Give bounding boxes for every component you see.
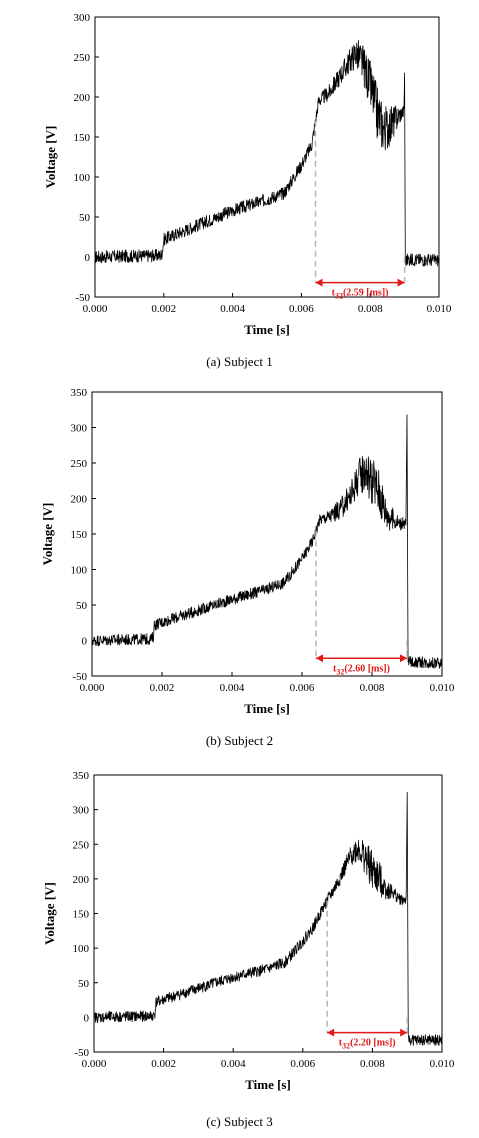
c2-y-tick-label: 250 (71, 458, 88, 470)
c2-x-tick-label: 0.010 (430, 682, 455, 694)
c3-x-tick-label: 0.002 (151, 1058, 176, 1070)
c1-y-tick-label: 50 (79, 212, 91, 224)
c2-y-tick-label: -50 (72, 671, 87, 683)
c2-x-tick-label: 0.002 (150, 682, 175, 694)
c3-y-tick-label: 150 (73, 909, 90, 921)
c3-plot-frame (93, 774, 443, 1053)
c2-x-tick-label: 0.004 (220, 682, 245, 694)
c1-x-tick-label: 0.000 (83, 303, 108, 315)
c1-arrow-head-left (315, 278, 323, 287)
c1-x-tick-label: 0.002 (151, 303, 176, 315)
c3-x-axis-label: Time [s] (245, 1077, 291, 1092)
voltage-chart-subject-3: -50 0 50 100 150 200 250 300 350 0.000 0.002 0.004 0… (42, 770, 455, 1092)
c3-x-tick-label: 0.006 (290, 1058, 315, 1070)
c3-x-tick-label: 0.008 (360, 1058, 385, 1070)
chart-caption-subject-1: (a) Subject 1 (206, 354, 273, 369)
c3-y-tick-label: 350 (73, 770, 90, 782)
c3-y-tick-label: 300 (73, 805, 90, 817)
chart-caption-subject-3: (c) Subject 3 (206, 1114, 273, 1129)
voltage-chart-subject-1: -50 0 50 100 150 200 250 300 0.000 0.002 0.004 0.00… (43, 12, 452, 337)
c2-x-tick-label: 0.000 (80, 682, 105, 694)
c2-y-tick-label: 100 (71, 565, 88, 577)
c3-y-tick-label: 100 (73, 943, 90, 955)
c2-y-tick-label: 50 (76, 600, 88, 612)
c1-y-tick-label: 100 (74, 172, 91, 184)
c3-arrow-head-right (400, 1028, 408, 1037)
c3-arrow-head-left (327, 1028, 335, 1037)
chart-caption-subject-2: (b) Subject 2 (205, 733, 274, 748)
c3-y-tick-label: 200 (73, 874, 90, 886)
c2-x-tick-label: 0.006 (290, 682, 315, 694)
c2-y-tick-label: 200 (71, 494, 88, 506)
c1-y-tick-label: 250 (74, 52, 91, 64)
c2-arrow-head-left (316, 654, 323, 663)
c3-x-tick-label: 0.000 (82, 1058, 107, 1070)
c1-plot-frame (94, 16, 440, 298)
c1-y-tick-label: 150 (74, 132, 91, 144)
c2-voltage-series-line (91, 414, 443, 669)
c1-arrow-head-right (397, 278, 405, 287)
c1-x-tick-label: 0.010 (427, 303, 452, 315)
c1-y-tick-label: 0 (85, 252, 91, 264)
c1-interval-label: t32(2.59 [ms]) (332, 288, 389, 301)
c1-y-tick-label: 300 (74, 12, 91, 24)
c2-y-tick-label: 0 (82, 636, 88, 648)
c2-x-axis-label: Time [s] (244, 701, 290, 716)
c3-interval-label: t32(2.20 [ms]) (339, 1038, 396, 1051)
c1-x-tick-label: 0.006 (289, 303, 314, 315)
c1-x-tick-label: 0.004 (220, 303, 245, 315)
c3-voltage-series-line (93, 791, 443, 1046)
c3-x-tick-label: 0.010 (430, 1058, 455, 1070)
c3-y-axis-label: Voltage [V] (42, 882, 57, 945)
chart-panel-subject-3: -50 0 50 100 150 200 250 300 350 0.000 0.002 0.004 0… (0, 758, 479, 1138)
c2-y-tick-label: 150 (71, 529, 88, 541)
c2-arrow-head-right (400, 654, 407, 663)
c3-y-tick-label: 0 (84, 1012, 90, 1024)
c3-y-tick-label: 250 (73, 839, 90, 851)
c3-x-tick-label: 0.004 (221, 1058, 246, 1070)
voltage-chart-subject-2: -50 0 50 100 150 200 250 300 350 0.000 0.002 0.004 0… (40, 387, 455, 716)
c1-voltage-series-line (94, 39, 440, 267)
c3-y-tick-label: -50 (74, 1047, 89, 1059)
chart-panel-subject-2: -50 0 50 100 150 200 250 300 350 0.000 0.002 0.004 0… (0, 378, 479, 756)
c1-y-tick-label: -50 (75, 292, 90, 304)
c2-plot-frame (91, 391, 443, 677)
c2-y-axis-label: Voltage [V] (40, 503, 55, 566)
c1-x-tick-label: 0.008 (358, 303, 383, 315)
chart-panel-subject-1: -50 0 50 100 150 200 250 300 0.000 0.002 0.004 0.00… (0, 0, 479, 376)
c2-y-tick-label: 350 (71, 387, 88, 399)
c2-y-tick-label: 300 (71, 423, 88, 435)
c1-x-axis-label: Time [s] (244, 322, 290, 337)
c1-y-axis-label: Voltage [V] (43, 126, 58, 189)
c1-y-tick-label: 200 (74, 92, 91, 104)
c3-y-tick-label: 50 (78, 978, 90, 990)
c2-interval-label: t32(2.60 [ms]) (333, 663, 390, 676)
c2-x-tick-label: 0.008 (360, 682, 385, 694)
